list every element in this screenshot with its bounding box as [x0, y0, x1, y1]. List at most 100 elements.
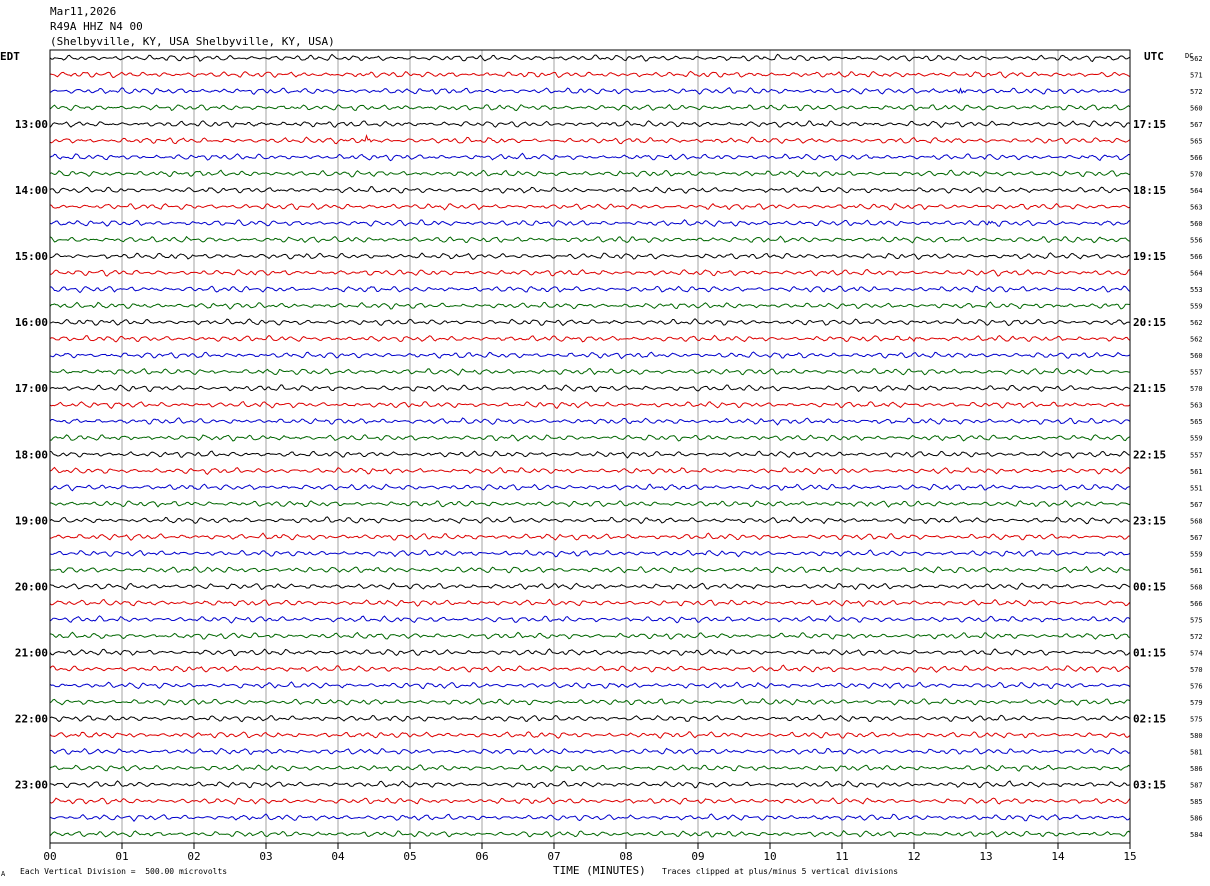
dc-offset-label: 576 — [1190, 682, 1203, 690]
dc-offset-label: 570 — [1190, 171, 1203, 179]
edt-hour-label: 23:00 — [15, 778, 48, 791]
dc-offset-label: 564 — [1190, 187, 1203, 195]
x-tick-label: 07 — [547, 850, 560, 863]
x-tick-label: 15 — [1123, 850, 1136, 863]
seismic-trace — [49, 797, 1131, 805]
seismic-trace — [49, 133, 1131, 145]
dc-offset-label: 562 — [1190, 336, 1203, 344]
seismic-trace — [49, 780, 1131, 789]
seismic-trace — [49, 483, 1131, 492]
dc-offset-label: 575 — [1190, 715, 1203, 723]
dc-offset-label: 551 — [1190, 484, 1203, 492]
dc-offset-label: 566 — [1190, 253, 1203, 261]
seismic-trace — [49, 219, 1131, 227]
utc-hour-label: 22:15 — [1133, 448, 1166, 461]
x-tick-label: 08 — [619, 850, 632, 863]
seismic-trace — [49, 169, 1131, 178]
dc-offset-label: 570 — [1190, 666, 1203, 674]
seismic-trace — [49, 549, 1131, 558]
utc-hour-label: 18:15 — [1133, 184, 1166, 197]
seismic-trace — [49, 714, 1131, 723]
seismic-trace — [49, 466, 1131, 476]
seismic-trace — [49, 53, 1131, 63]
dc-offset-label: 571 — [1190, 72, 1203, 80]
dc-offset-label: 559 — [1190, 550, 1203, 558]
x-tick-label: 06 — [475, 850, 488, 863]
seismic-trace — [49, 614, 1131, 624]
seismic-trace — [49, 731, 1131, 739]
x-tick-label: 05 — [403, 850, 416, 863]
seismic-trace — [49, 235, 1131, 244]
seismic-trace — [49, 202, 1131, 211]
edt-hour-label: 21:00 — [15, 646, 48, 659]
seismic-trace — [49, 830, 1131, 838]
dc-offset-label: 570 — [1190, 385, 1203, 393]
x-tick-label: 01 — [115, 850, 128, 863]
edt-hour-label: 13:00 — [15, 118, 48, 131]
dc-offset-label: 557 — [1190, 369, 1203, 377]
utc-axis-label: UTC — [1144, 50, 1164, 63]
utc-hour-label: 23:15 — [1133, 514, 1166, 527]
seismic-trace — [49, 813, 1131, 823]
seismic-trace — [49, 417, 1131, 426]
seismic-trace — [49, 648, 1131, 657]
seismic-trace — [49, 367, 1131, 376]
seismic-trace — [49, 565, 1131, 574]
seismic-trace — [49, 87, 1131, 95]
x-tick-label: 04 — [331, 850, 345, 863]
seismic-trace — [49, 252, 1131, 261]
dc-offset-label: 572 — [1190, 88, 1203, 96]
seismic-trace — [49, 631, 1131, 640]
dc-offset-label: 568 — [1190, 517, 1203, 525]
seismic-trace — [49, 384, 1131, 393]
dc-offset-label: 557 — [1190, 451, 1203, 459]
seismic-trace — [49, 351, 1131, 360]
header-location: (Shelbyville, KY, USA Shelbyville, KY, U… — [50, 35, 335, 48]
dc-offset-label: 567 — [1190, 121, 1203, 129]
x-tick-label: 11 — [835, 850, 848, 863]
dc-offset-label: 559 — [1190, 435, 1203, 443]
utc-hour-label: 01:15 — [1133, 646, 1166, 659]
dc-offset-label: 559 — [1190, 303, 1203, 311]
dc-offset-label: 560 — [1190, 220, 1203, 228]
seismic-trace — [49, 318, 1131, 327]
x-tick-label: 03 — [259, 850, 272, 863]
utc-hour-label: 03:15 — [1133, 778, 1166, 791]
dc-offset-label: 562 — [1190, 319, 1203, 327]
seismic-trace — [49, 698, 1131, 706]
x-tick-label: 14 — [1051, 850, 1065, 863]
utc-hour-label: 20:15 — [1133, 316, 1166, 329]
dc-offset-label: 574 — [1190, 649, 1203, 657]
seismic-trace — [49, 500, 1131, 508]
dc-offset-label: 587 — [1190, 781, 1203, 789]
header-station: R49A HHZ N4 00 — [50, 20, 143, 33]
utc-hour-label: 19:15 — [1133, 250, 1166, 263]
seismic-trace — [49, 450, 1131, 459]
dc-offset-label: 581 — [1190, 748, 1203, 756]
seismic-trace — [49, 70, 1131, 79]
edt-axis-label: EDT — [0, 50, 20, 63]
seismic-trace — [49, 747, 1131, 756]
edt-hour-label: 16:00 — [15, 316, 48, 329]
seismic-trace — [49, 598, 1131, 608]
dc-offset-label: 562 — [1190, 55, 1203, 63]
edt-hour-label: 17:00 — [15, 382, 48, 395]
x-tick-label: 09 — [691, 850, 704, 863]
x-tick-label: 00 — [43, 850, 56, 863]
x-tick-label: 13 — [979, 850, 992, 863]
seismic-trace — [49, 532, 1131, 541]
seismic-trace — [49, 401, 1131, 409]
edt-hour-label: 20:00 — [15, 580, 48, 593]
dc-offset-label: 556 — [1190, 237, 1203, 245]
dc-offset-label: 565 — [1190, 418, 1203, 426]
dc-offset-label: 563 — [1190, 402, 1203, 410]
x-tick-label: 02 — [187, 850, 200, 863]
dc-offset-label: 567 — [1190, 534, 1203, 542]
seismic-trace — [49, 269, 1131, 277]
x-tick-label: 10 — [763, 850, 776, 863]
seismic-trace — [49, 334, 1131, 343]
seismic-trace — [49, 516, 1131, 525]
utc-hour-label: 21:15 — [1133, 382, 1166, 395]
dc-offset-label: 586 — [1190, 814, 1203, 822]
dc-offset-label: 579 — [1190, 699, 1203, 707]
